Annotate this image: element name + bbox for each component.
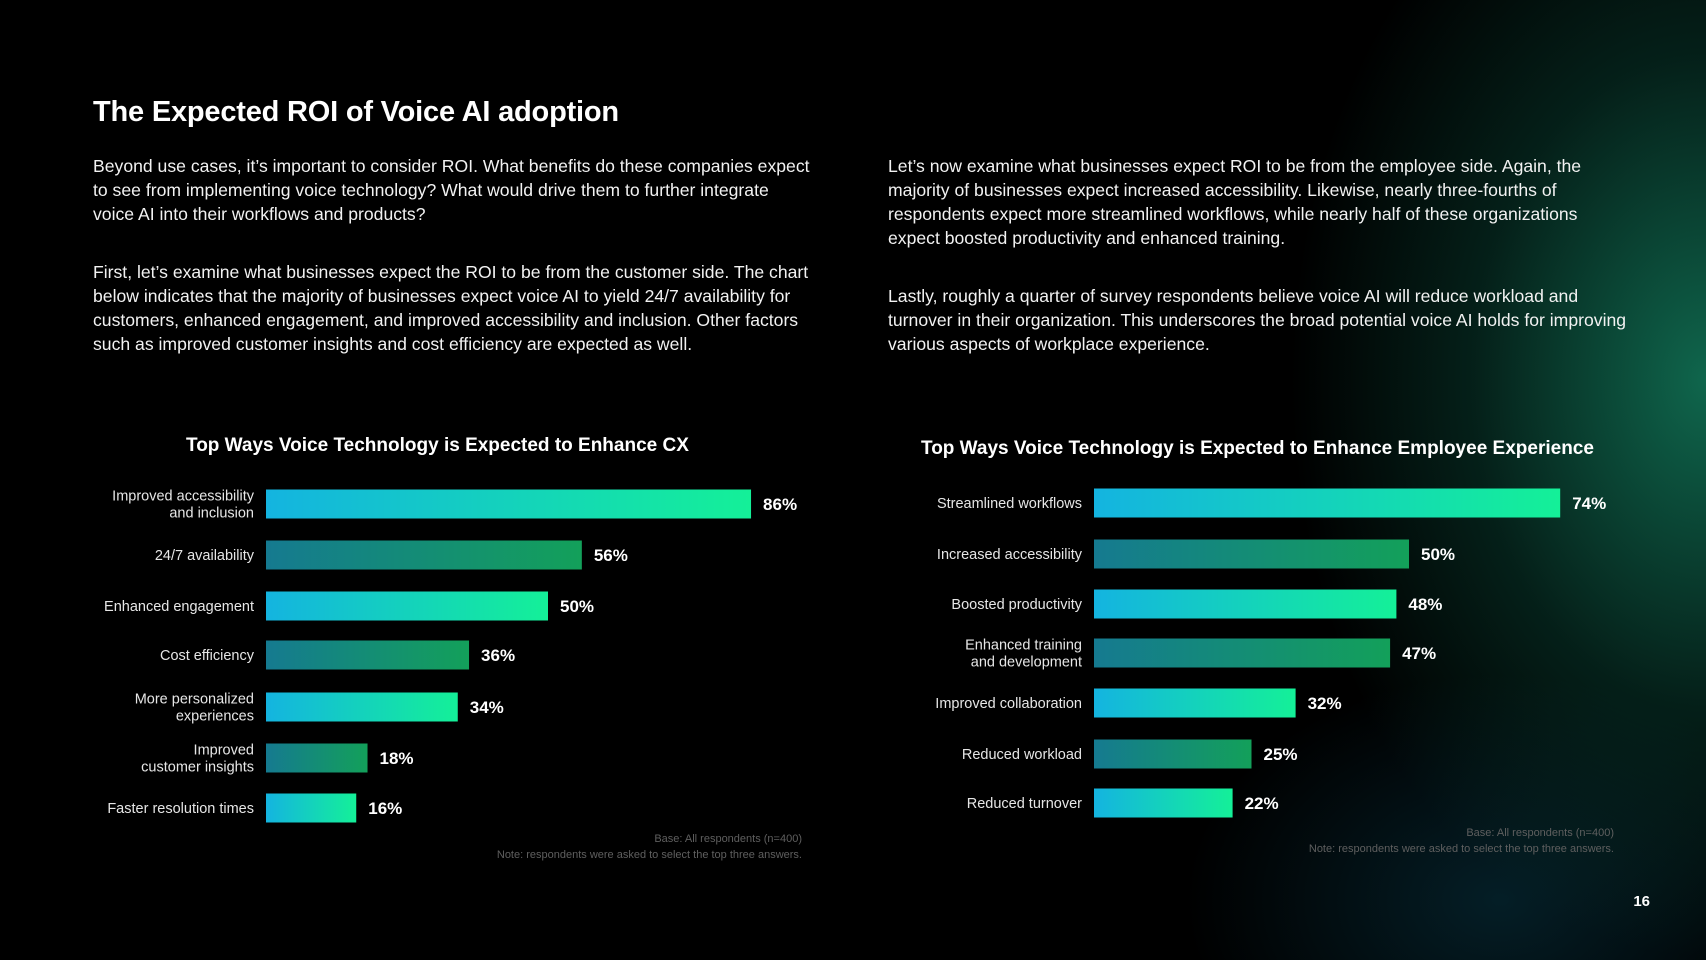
ex-value-label: 50% — [1421, 545, 1455, 564]
ex-bar — [1094, 688, 1296, 718]
cx-value-label: 18% — [380, 749, 414, 768]
cx-bar — [266, 743, 368, 773]
ex-value-label: 25% — [1264, 745, 1298, 764]
left-paragraph-2: First, let’s examine what businesses exp… — [93, 262, 809, 354]
cx-value-label: 56% — [594, 546, 628, 565]
ex-value-label: 22% — [1245, 794, 1279, 813]
cx-value-label: 50% — [560, 597, 594, 616]
cx-category-label: Improved accessibility and inclusion — [112, 489, 255, 522]
right-paragraph-1: Let’s now examine what businesses expect… — [888, 156, 1582, 248]
cx-value-label: 16% — [368, 799, 402, 818]
left-paragraph-1: Beyond use cases, it’s important to cons… — [93, 156, 810, 224]
cx-bar — [266, 692, 458, 722]
cx-value-label: 86% — [763, 495, 797, 514]
ex-bar — [1094, 488, 1561, 518]
cx-bar-chart: Improved accessibility and inclusion 86% 24… — [104, 489, 797, 823]
ex-chart-footnote: Base: All respondents (n=400) Note: resp… — [1194, 825, 1614, 857]
cx-bar — [266, 591, 548, 621]
cx-footnote-base: Base: All respondents (n=400) — [654, 833, 802, 845]
cx-bar — [266, 640, 470, 670]
right-paragraph-2: Lastly, roughly a quarter of survey resp… — [888, 286, 1627, 354]
cx-value-label: 36% — [481, 646, 515, 665]
ex-category-label: Boosted productivity — [951, 597, 1082, 613]
ex-bar — [1094, 539, 1409, 569]
cx-bar — [266, 793, 357, 823]
cx-bar — [266, 540, 582, 570]
ex-category-label: Reduced turnover — [967, 796, 1082, 812]
ex-bar — [1094, 739, 1252, 769]
ex-footnote-base: Base: All respondents (n=400) — [1466, 827, 1614, 839]
page-title: The Expected ROI of Voice AI adoption — [93, 96, 619, 128]
page-number: 16 — [1633, 893, 1650, 910]
cx-category-label: More personalized experiences — [135, 692, 254, 725]
cx-category-label: Cost efficiency — [160, 648, 255, 664]
ex-category-label: Reduced workload — [962, 747, 1082, 763]
ex-footnote-note: Note: respondents were asked to select t… — [1308, 843, 1614, 855]
ex-bar — [1094, 638, 1391, 668]
cx-value-label: 34% — [470, 698, 504, 717]
ex-category-label: Streamlined workflows — [937, 496, 1082, 512]
cx-category-label: Improved customer insights — [141, 743, 254, 776]
cx-category-label: Faster resolution times — [107, 801, 254, 817]
ex-category-label: Improved collaboration — [935, 696, 1082, 712]
cx-category-label: Enhanced engagement — [104, 599, 254, 615]
ex-value-label: 74% — [1572, 494, 1606, 513]
ex-chart-title: Top Ways Voice Technology is Expected to… — [921, 438, 1594, 459]
ex-category-label: Increased accessibility — [937, 547, 1083, 563]
ex-bar — [1094, 788, 1233, 818]
cx-bar — [266, 489, 752, 519]
ex-value-label: 47% — [1402, 644, 1436, 663]
cx-chart-footnote: Base: All respondents (n=400) Note: resp… — [382, 831, 802, 863]
cx-chart-title: Top Ways Voice Technology is Expected to… — [186, 435, 689, 456]
ex-value-label: 32% — [1308, 694, 1342, 713]
cx-footnote-note: Note: respondents were asked to select t… — [496, 849, 802, 861]
ex-value-label: 48% — [1408, 595, 1442, 614]
ex-category-label: Enhanced training and development — [965, 638, 1082, 671]
ex-bar — [1094, 589, 1397, 619]
cx-category-label: 24/7 availability — [155, 548, 255, 564]
employee-bar-chart: Streamlined workflows 74% Increased access… — [935, 488, 1606, 818]
